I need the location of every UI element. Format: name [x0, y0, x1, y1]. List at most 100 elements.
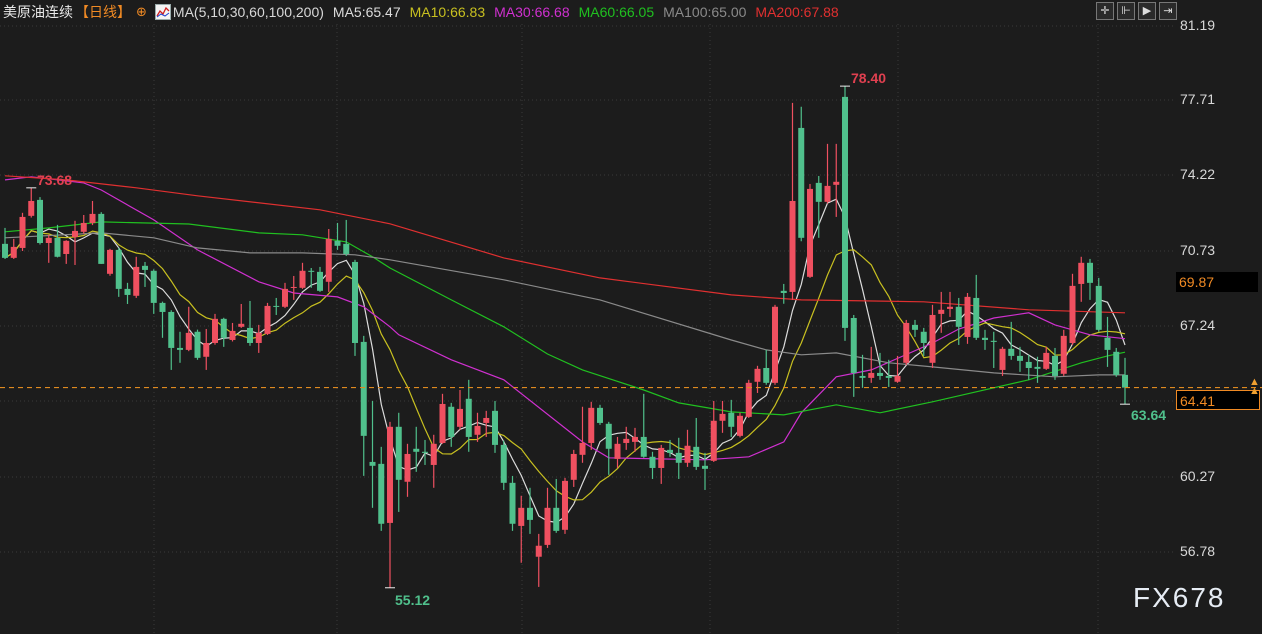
high-left-label: 73.68: [37, 172, 73, 188]
price-tick-label: 67.24: [1180, 317, 1216, 333]
candle-down: [842, 96, 848, 328]
price-tick-label: 56.78: [1180, 543, 1216, 559]
candle-up: [107, 249, 113, 274]
indicator-chart-icon[interactable]: [154, 4, 171, 20]
candle-down: [448, 406, 455, 437]
candle-up: [824, 185, 831, 202]
candle-up: [1078, 262, 1085, 284]
candle-down: [693, 446, 700, 467]
candle-up: [894, 375, 901, 382]
candle-down: [955, 306, 962, 327]
candle-up: [387, 426, 393, 523]
ma100-value: MA100:65.00: [663, 4, 747, 20]
candle-down: [124, 288, 131, 295]
chart-header: 美原油连续 【日线】 ⊕ MA(5,10,30,60,100,200) MA5:…: [3, 2, 848, 22]
crosshair-add-icon[interactable]: ⊕: [136, 4, 147, 19]
candle-down: [605, 423, 612, 449]
candle-down: [640, 436, 647, 457]
candle-down: [360, 341, 367, 436]
candle-down: [850, 317, 857, 373]
candle-up: [833, 181, 840, 185]
candle-down: [194, 331, 201, 358]
candle-up: [518, 507, 525, 526]
candle-down: [1122, 374, 1128, 388]
fx678-watermark: FX678: [1133, 582, 1226, 613]
candle-up: [544, 507, 551, 545]
candle-down: [247, 327, 253, 343]
chart-toolbar: ✛ ⊩ ▶ ⇥: [1096, 2, 1177, 20]
candle-up: [964, 296, 971, 337]
candle-up: [929, 314, 936, 363]
candle-up: [562, 480, 568, 530]
candle-up: [710, 420, 717, 461]
candle-up: [745, 382, 752, 417]
candle-down: [763, 367, 770, 383]
candle-down: [422, 451, 428, 453]
candle-up: [1060, 335, 1067, 374]
candle-down: [649, 456, 656, 468]
crosshair-icon[interactable]: ✛: [1096, 2, 1114, 20]
ma-definition[interactable]: MA(5,10,30,60,100,200): [172, 4, 324, 20]
ma100-line: [4, 232, 1125, 378]
candle-up: [772, 306, 778, 383]
period-selector[interactable]: 【日线】: [75, 4, 131, 20]
last-low-label: 63.64: [1131, 407, 1167, 423]
candle-down: [667, 449, 673, 453]
candle-down: [343, 243, 350, 254]
candle-down: [1017, 355, 1023, 361]
ma60-value: MA60:66.05: [578, 4, 655, 20]
candle-up: [72, 230, 78, 237]
candle-down: [159, 302, 166, 312]
candle-down: [98, 213, 105, 264]
candle-up: [807, 188, 813, 277]
candle-down: [115, 249, 122, 289]
price-tick-label: 60.27: [1180, 468, 1216, 484]
candle-down: [1087, 262, 1093, 283]
candle-up: [89, 213, 96, 223]
candle-up: [535, 545, 542, 557]
price-tick-label: 77.71: [1180, 91, 1216, 107]
candle-down: [177, 347, 183, 350]
candle-down: [527, 507, 533, 520]
candle-up: [754, 368, 761, 382]
candle-up: [947, 306, 953, 309]
candle-down: [597, 407, 603, 423]
candle-up: [212, 318, 218, 343]
play-icon[interactable]: ▶: [1138, 2, 1156, 20]
candle-down: [308, 270, 315, 272]
scroll-up-arrow-icon[interactable]: ▲ ▲: [1249, 376, 1260, 397]
candle-down: [1095, 285, 1102, 330]
candle-up: [1043, 352, 1050, 369]
candle-down: [168, 311, 175, 348]
candle-down: [150, 270, 157, 303]
candle-up: [999, 348, 1006, 370]
candle-up: [684, 445, 691, 463]
candle-up: [404, 453, 411, 482]
zoom-range-icon[interactable]: ⊩: [1117, 2, 1135, 20]
candle-up: [19, 216, 26, 248]
candle-down: [553, 507, 560, 531]
candle-up: [474, 425, 481, 435]
candle-down: [500, 444, 507, 483]
ma5-line: [4, 198, 1126, 524]
candle-up: [28, 200, 35, 216]
candle-down: [877, 372, 883, 376]
ma30-value: MA30:66.68: [494, 4, 570, 20]
candle-down: [352, 261, 358, 343]
candle-down: [990, 340, 997, 342]
candle-down: [142, 265, 148, 270]
jump-to-end-icon[interactable]: ⇥: [1159, 2, 1177, 20]
candle-up: [623, 438, 630, 443]
candle-down: [2, 243, 8, 258]
candle-down: [317, 271, 323, 291]
candle-down: [912, 324, 918, 330]
instrument-title[interactable]: 美原油连续: [3, 4, 73, 20]
last-price-label: 64.41: [1176, 390, 1260, 410]
candle-down: [859, 375, 866, 378]
candle-down: [395, 426, 402, 480]
candle-down: [54, 237, 61, 257]
candle-down: [492, 410, 498, 445]
candle-down: [1104, 337, 1111, 350]
candle-down: [1034, 366, 1041, 369]
